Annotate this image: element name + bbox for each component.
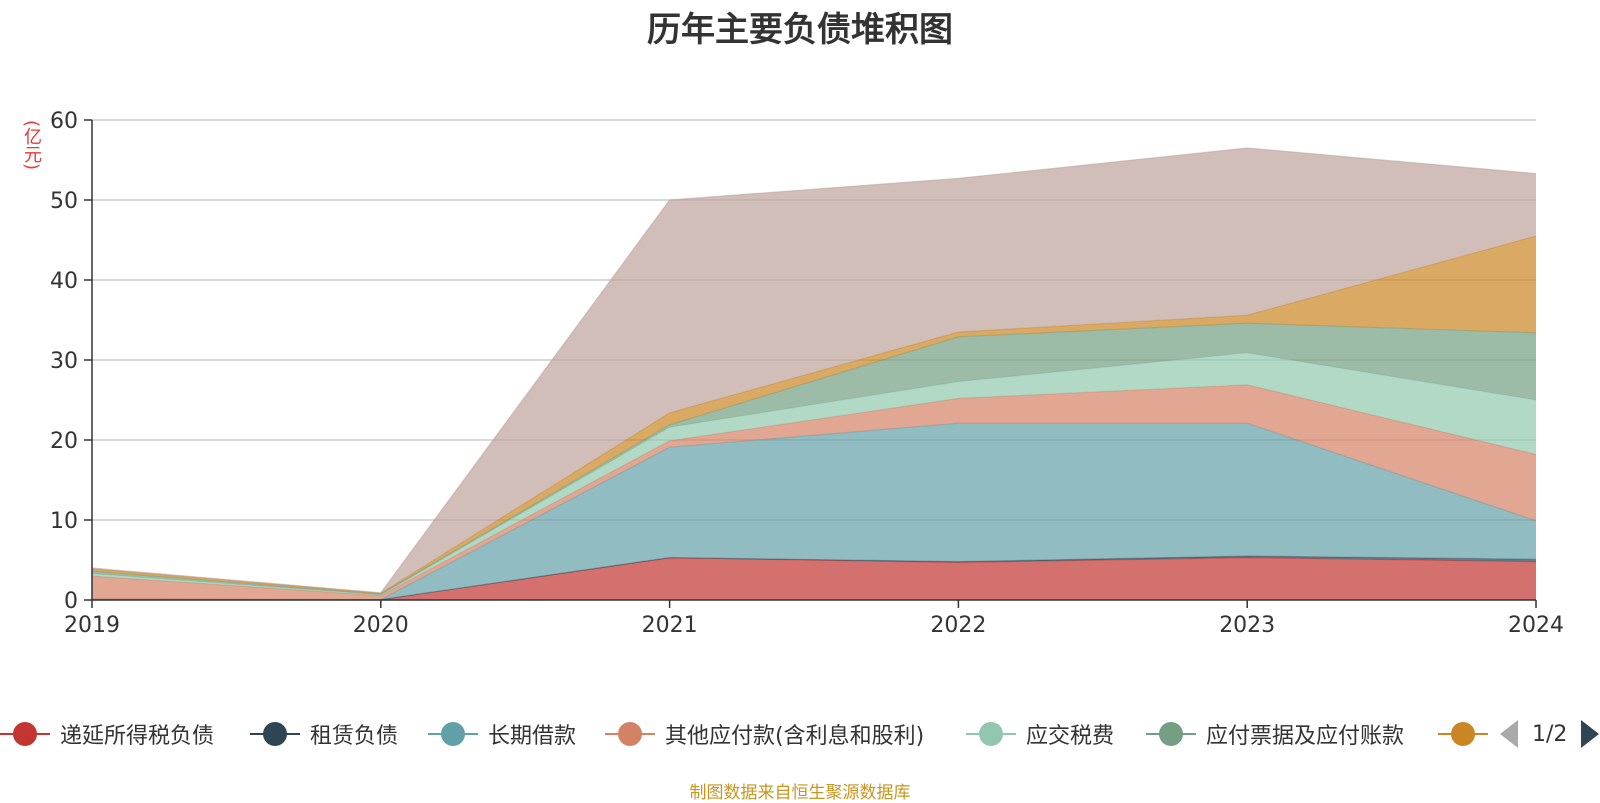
legend-label: 长期借款 — [488, 724, 577, 749]
legend-marker-icon — [250, 719, 300, 749]
legend-item-7[interactable] — [1438, 712, 1498, 756]
legend-label: 其他应付款(含利息和股利) — [665, 724, 925, 749]
legend-label: 租赁负债 — [310, 724, 399, 749]
legend-marker-icon — [0, 719, 50, 749]
y-tick-label: 50 — [50, 189, 78, 214]
y-tick-label: 0 — [64, 589, 78, 614]
x-tick-label: 2020 — [353, 613, 409, 638]
x-tick-label: 2024 — [1508, 613, 1564, 638]
area-series-7 — [92, 236, 1536, 594]
y-tick-label: 40 — [50, 269, 78, 294]
legend-item-1[interactable]: 递延所得税负债 — [0, 712, 214, 756]
y-tick-label: 30 — [50, 349, 78, 374]
legend-item-2[interactable]: 租赁负债 — [250, 712, 398, 756]
legend-item-4[interactable]: 其他应付款(含利息和股利) — [605, 712, 924, 756]
x-tick-label: 2021 — [642, 613, 698, 638]
y-axis-unit-label: (亿元) — [21, 120, 42, 171]
next-page-arrow-icon[interactable] — [1581, 720, 1600, 748]
legend-marker-icon — [966, 719, 1016, 749]
y-tick-label: 20 — [50, 429, 78, 454]
area-series-4 — [92, 384, 1536, 600]
legend-marker-icon — [428, 719, 478, 749]
area-series-5 — [92, 352, 1536, 596]
legend-item-5[interactable]: 应交税费 — [966, 712, 1114, 756]
legend-label: 应交税费 — [1026, 724, 1115, 749]
area-series-8 — [92, 148, 1536, 594]
legend-label: 应付票据及应付账款 — [1206, 724, 1405, 749]
x-tick-label: 2019 — [64, 613, 120, 638]
previous-page-arrow-icon[interactable] — [1500, 720, 1518, 748]
area-line-series-8 — [91, 147, 1537, 594]
legend-pager: 1/2 — [1500, 716, 1600, 752]
data-source-note: 制图数据来自恒生聚源数据库 — [689, 783, 911, 803]
y-tick-label: 10 — [50, 509, 78, 534]
axes: 0 10 20 30 40 50 60 2019 2020 2021 2022 2023 2024 — [50, 109, 1564, 638]
series-areas — [91, 147, 1537, 601]
legend: 递延所得税负债 租赁负债 长期借款 其他应付款(含利息和股利) 应交税费 应付票据及应付账… — [0, 712, 1600, 756]
y-tick-label: 60 — [50, 109, 78, 134]
legend-item-6[interactable]: 应付票据及应付账款 — [1146, 712, 1404, 756]
legend-label: 递延所得税负债 — [60, 724, 215, 749]
legend-page-indicator: 1/2 — [1532, 721, 1568, 747]
legend-marker-icon — [605, 719, 655, 749]
area-series-6 — [92, 323, 1536, 595]
x-tick-label: 2022 — [930, 613, 986, 638]
legend-marker-icon — [1438, 719, 1488, 749]
area-series-3 — [92, 423, 1536, 600]
legend-item-3[interactable]: 长期借款 — [428, 712, 576, 756]
chart-title: 历年主要负债堆积图 — [647, 10, 953, 50]
x-tick-label: 2023 — [1219, 613, 1275, 638]
legend-marker-icon — [1146, 719, 1196, 749]
stacked-area-chart: 0 10 20 30 40 50 60 2019 2020 2021 2022 2023 2024 — [50, 109, 1564, 638]
